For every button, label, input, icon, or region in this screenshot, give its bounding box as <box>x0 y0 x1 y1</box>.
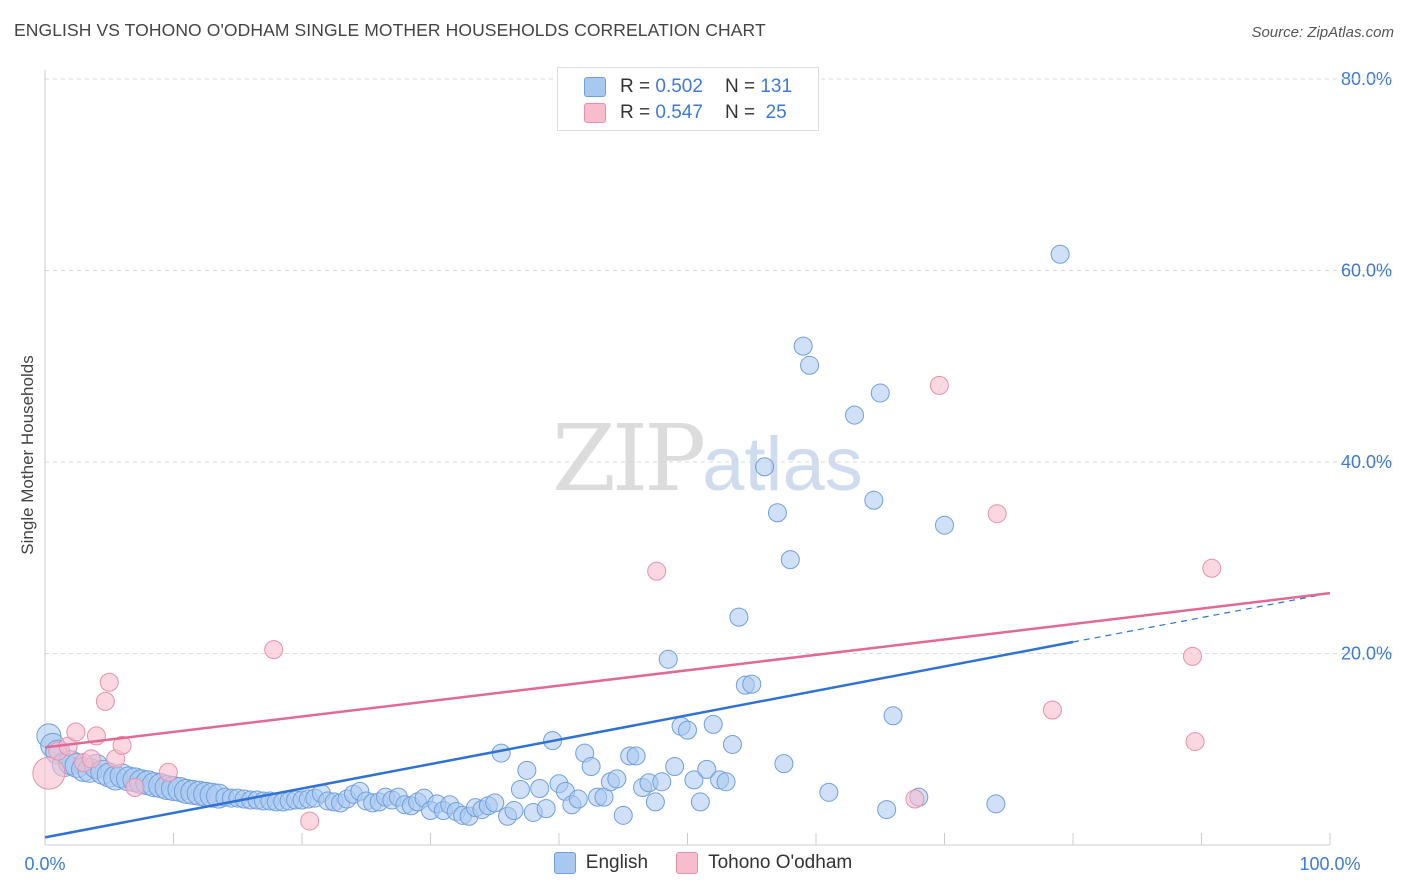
english-point <box>883 706 903 726</box>
tohono-point <box>264 640 284 660</box>
english-point <box>767 503 787 523</box>
tohono-point <box>929 375 949 395</box>
english-point <box>665 756 685 776</box>
y-tick-label: 40.0% <box>1341 452 1392 472</box>
english-n-value: 131 <box>760 76 793 97</box>
tohono-point <box>125 778 145 798</box>
english-point <box>530 779 550 799</box>
english-r-label: R = <box>620 76 651 97</box>
watermark-zip: ZIP <box>552 405 706 512</box>
english-point <box>755 457 775 477</box>
english-point <box>722 734 742 754</box>
english-point <box>568 789 588 809</box>
y-tick-label: 60.0% <box>1341 261 1392 281</box>
tohono-point <box>112 735 132 755</box>
english-point <box>1050 244 1070 264</box>
tohono-point <box>987 504 1007 524</box>
english-point <box>690 792 710 812</box>
english-point <box>517 760 537 780</box>
english-point <box>536 799 556 819</box>
tohono-trendline <box>44 591 1331 749</box>
english-point <box>819 782 839 802</box>
tohono-point <box>647 561 667 581</box>
english-point <box>658 649 678 669</box>
legend-item-tohono: Tohono O'odham <box>676 852 852 874</box>
tohono-point <box>99 672 119 692</box>
english-point <box>800 355 820 375</box>
english-point <box>652 772 672 792</box>
x-tick-label-max: 100.0% <box>1299 854 1360 874</box>
series-legend: English Tohono O'odham <box>0 852 1406 874</box>
english-point <box>504 801 524 821</box>
watermark: ZIPatlas <box>552 405 863 512</box>
source-label: Source: ZipAtlas.com <box>1251 24 1394 41</box>
english-point <box>703 714 723 734</box>
english-point <box>845 405 865 425</box>
correlation-legend: R = 0.502 N = 131 R = 0.547 N = 25 <box>557 67 819 131</box>
tohono-legend-swatch <box>676 852 699 874</box>
english-point <box>697 759 717 779</box>
tohono-point <box>95 691 115 711</box>
tohono-point <box>32 756 66 790</box>
tohono-r-label: R = <box>620 102 651 123</box>
tohono-point <box>1185 732 1205 752</box>
english-point <box>510 779 530 799</box>
english-point <box>774 754 794 774</box>
english-point <box>729 607 749 627</box>
tohono-swatch <box>584 103 606 123</box>
english-point <box>986 794 1006 814</box>
english-point <box>935 515 954 535</box>
tohono-r-value: 0.547 <box>655 102 703 123</box>
english-point <box>581 756 601 776</box>
watermark-atlas: atlas <box>702 422 863 507</box>
english-swatch <box>584 77 606 97</box>
english-n-label: N = <box>724 76 756 97</box>
y-tick-label: 20.0% <box>1341 644 1392 664</box>
english-point <box>793 336 813 356</box>
english-point <box>485 793 505 813</box>
english-point <box>864 490 884 510</box>
tohono-point <box>300 811 320 831</box>
english-point <box>877 800 897 820</box>
chart-title: ENGLISH VS TOHONO O'ODHAM SINGLE MOTHER … <box>14 20 766 40</box>
tohono-legend-label: Tohono O'odham <box>708 852 853 873</box>
tohono-n-label: N = <box>724 102 756 123</box>
english-point <box>613 805 633 825</box>
tohono-point <box>905 789 925 809</box>
english-point <box>716 772 736 792</box>
english-point <box>870 383 890 403</box>
english-legend-label: English <box>585 852 649 873</box>
english-legend-swatch <box>553 852 576 874</box>
x-tick-label-min: 0.0% <box>24 854 65 874</box>
tohono-n-value: 25 <box>765 102 787 123</box>
tohono-point <box>81 749 101 769</box>
tohono-point <box>66 722 86 742</box>
tohono-point <box>1042 700 1062 720</box>
tohono-point <box>1183 646 1203 666</box>
tohono-point <box>158 762 178 782</box>
english-trendline <box>44 640 1074 839</box>
legend-row-tohono: R = 0.547 N = 25 <box>584 101 787 125</box>
legend-row-english: R = 0.502 N = 131 <box>584 75 792 99</box>
english-trendline-extension <box>1072 592 1331 643</box>
english-r-value: 0.502 <box>655 76 703 97</box>
english-point <box>626 746 646 766</box>
tohono-point <box>1202 558 1222 578</box>
english-point <box>684 770 704 790</box>
english-point <box>780 550 800 570</box>
english-point <box>607 769 627 789</box>
legend-item-english: English <box>553 852 649 874</box>
english-point <box>678 720 697 740</box>
english-point <box>742 674 762 694</box>
english-point <box>645 792 665 812</box>
